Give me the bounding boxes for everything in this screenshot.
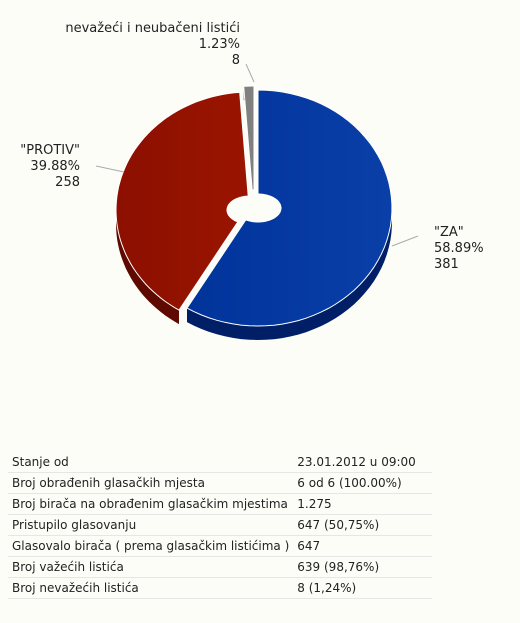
table-row: Broj birača na obrađenim glasačkim mjest… bbox=[8, 493, 432, 515]
stats-table: Stanje od 23.01.2012 u 09:00 Broj obrađe… bbox=[8, 452, 432, 599]
stat-label: Glasovalo birača ( prema glasačkim listi… bbox=[8, 535, 294, 557]
table-row: Broj obrađenih glasačkih mjesta 6 od 6 (… bbox=[8, 472, 432, 494]
label-nevazeci: nevažeći i neubačeni listići 1.23% 8 bbox=[65, 21, 240, 68]
stat-value: 23.01.2012 u 09:00 bbox=[293, 452, 432, 473]
stat-label: Broj obrađenih glasačkih mjesta bbox=[8, 472, 294, 494]
stat-value: 647 bbox=[293, 535, 432, 557]
leader-line bbox=[391, 235, 419, 247]
leader-line bbox=[95, 165, 125, 173]
table-row: Stanje od 23.01.2012 u 09:00 bbox=[8, 452, 432, 473]
table-row: Pristupilo glasovanju 647 (50,75%) bbox=[8, 514, 432, 536]
stat-value: 8 (1,24%) bbox=[293, 577, 432, 599]
label-protiv: "PROTIV" 39.88% 258 bbox=[20, 143, 80, 190]
table-row: Glasovalo birača ( prema glasačkim listi… bbox=[8, 535, 432, 557]
slice-nevazeci[interactable] bbox=[243, 85, 255, 191]
stat-value: 639 (98,76%) bbox=[293, 556, 432, 578]
label-za: "ZA" 58.89% 381 bbox=[434, 225, 484, 272]
leader-line bbox=[245, 63, 255, 83]
stat-value: 6 od 6 (100.00%) bbox=[293, 472, 432, 494]
stat-value: 1.275 bbox=[293, 493, 432, 515]
slice-protiv[interactable] bbox=[115, 91, 249, 311]
stat-label: Broj birača na obrađenim glasačkim mjest… bbox=[8, 493, 294, 515]
stat-label: Broj nevažećih listića bbox=[8, 577, 294, 599]
slice-za[interactable] bbox=[186, 89, 393, 327]
stat-label: Stanje od bbox=[8, 452, 294, 473]
stat-value: 647 (50,75%) bbox=[293, 514, 432, 536]
pie-chart: "ZA" 58.89% 381 "PROTIV" 39.88% 258 nevažeći i… bbox=[20, 21, 484, 340]
table-row: Broj važećih listića 639 (98,76%) bbox=[8, 556, 432, 578]
table-row: Broj nevažećih listića 8 (1,24%) bbox=[8, 577, 432, 599]
stat-label: Broj važećih listića bbox=[8, 556, 294, 578]
stat-label: Pristupilo glasovanju bbox=[8, 514, 294, 536]
